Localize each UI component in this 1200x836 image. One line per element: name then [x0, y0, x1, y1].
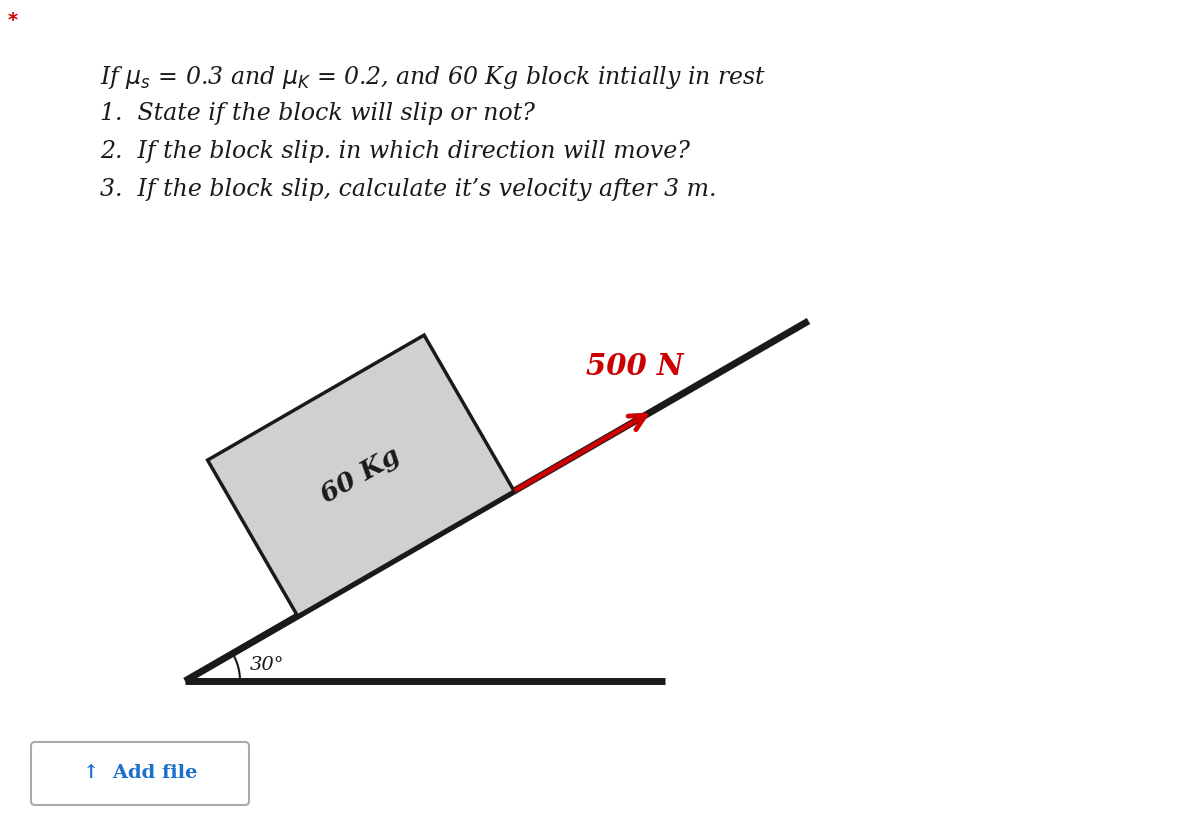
Text: *: * [8, 11, 18, 30]
Text: 3.  If the block slip, calculate it’s velocity after 3 m.: 3. If the block slip, calculate it’s vel… [100, 178, 716, 201]
Text: 30°: 30° [250, 656, 284, 674]
Text: If $\mu_s$ = 0.3 and $\mu_K$ = 0.2, and 60 Kg block intially in rest: If $\mu_s$ = 0.3 and $\mu_K$ = 0.2, and … [100, 64, 767, 91]
Text: ↑  Add file: ↑ Add file [83, 764, 197, 782]
FancyBboxPatch shape [31, 742, 250, 805]
Text: 2.  If the block slip. in which direction will move?: 2. If the block slip. in which direction… [100, 140, 690, 163]
Text: 1.  State if the block will slip or not?: 1. State if the block will slip or not? [100, 102, 535, 125]
Text: 60 Kg: 60 Kg [317, 443, 404, 508]
Text: 500 N: 500 N [587, 352, 684, 380]
Polygon shape [208, 335, 514, 616]
